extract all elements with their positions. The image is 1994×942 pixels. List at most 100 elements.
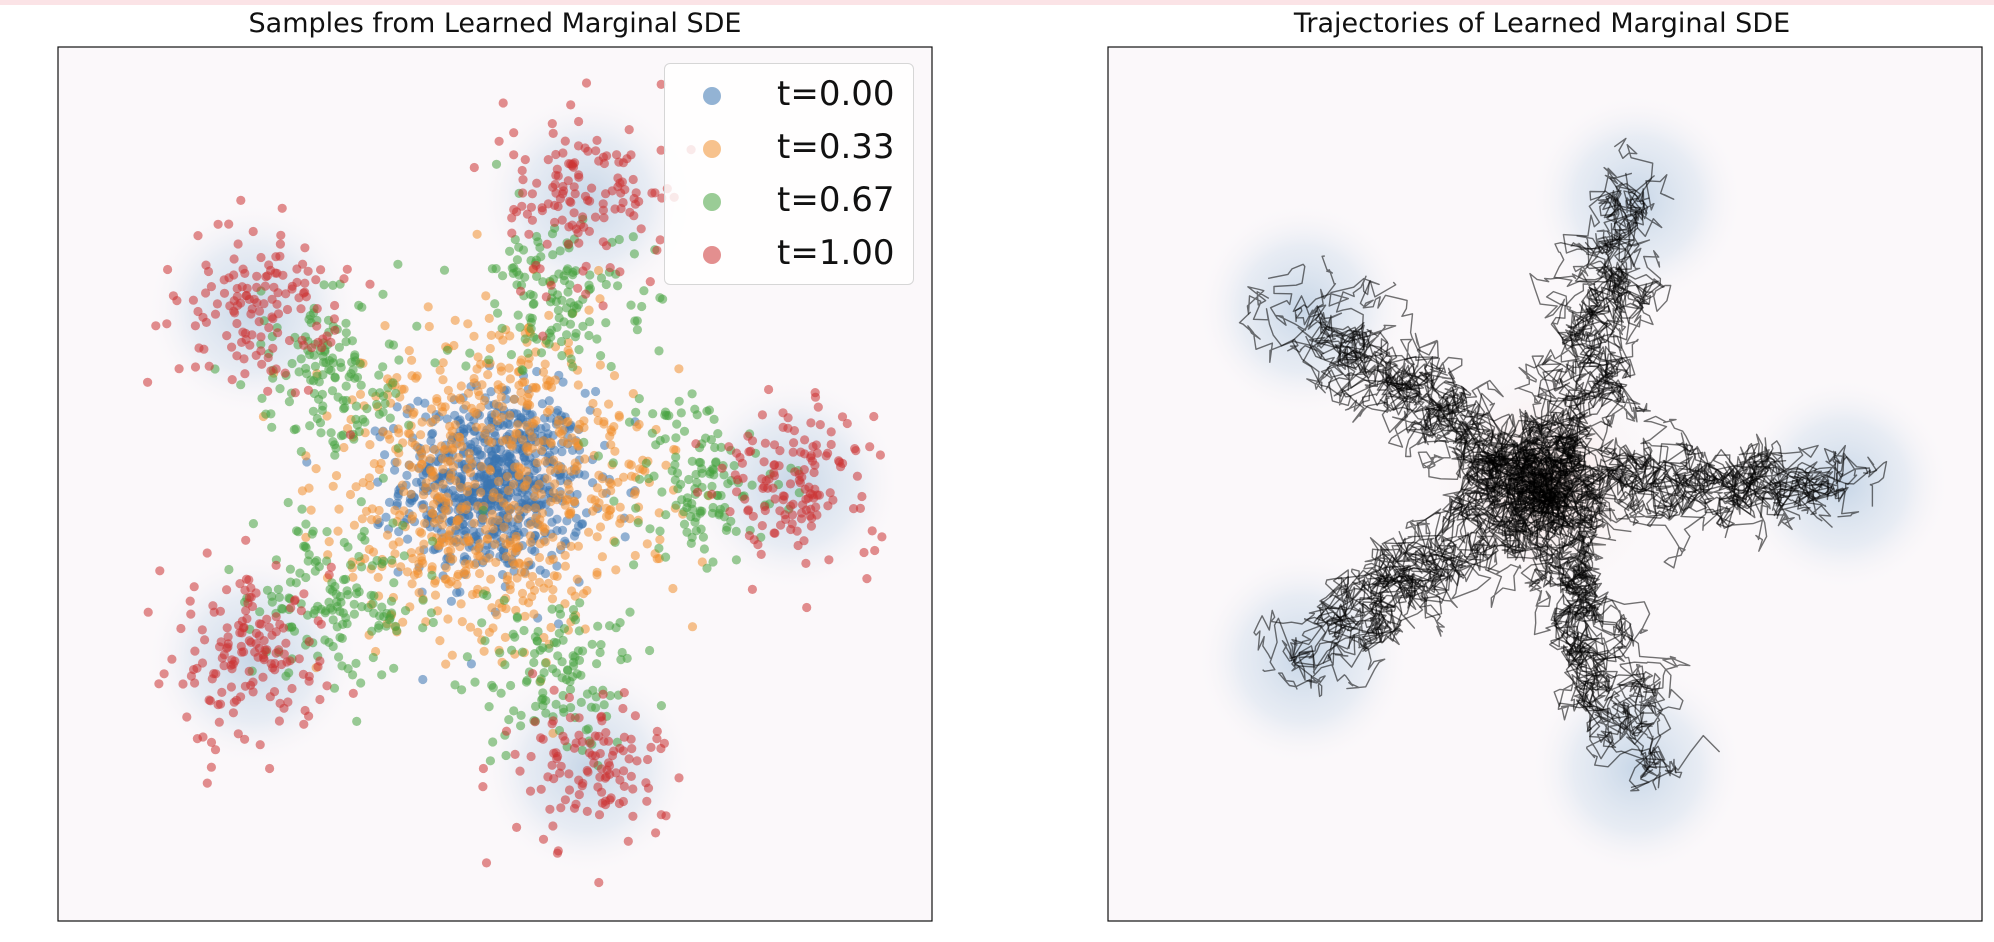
scatter-point xyxy=(463,388,474,398)
scatter-point xyxy=(656,743,666,754)
scatter-point xyxy=(182,712,192,722)
scatter-point xyxy=(823,501,833,511)
scatter-point xyxy=(209,669,219,679)
scatter-point xyxy=(857,491,867,502)
scatter-point xyxy=(513,310,523,320)
scatter-point xyxy=(560,795,571,805)
scatter-point xyxy=(710,442,720,453)
scatter-point xyxy=(167,654,177,664)
scatter-point xyxy=(312,304,322,314)
scatter-point xyxy=(574,238,584,248)
scatter-point xyxy=(385,413,395,423)
scatter-point xyxy=(578,266,588,276)
scatter-point xyxy=(693,487,703,497)
scatter-point xyxy=(757,474,767,484)
scatter-point xyxy=(656,145,666,155)
scatter-point xyxy=(574,713,584,723)
scatter-point xyxy=(812,448,823,458)
scatter-point xyxy=(493,380,503,390)
scatter-point xyxy=(287,358,297,369)
scatter-point xyxy=(620,532,630,542)
scatter-point xyxy=(538,436,549,446)
scatter-point xyxy=(487,264,497,274)
scatter-point xyxy=(420,518,430,529)
scatter-point xyxy=(672,419,682,429)
scatter-point xyxy=(596,640,606,650)
scatter-point xyxy=(484,627,494,638)
scatter-point xyxy=(279,703,289,713)
scatter-point xyxy=(549,774,559,784)
scatter-point xyxy=(213,219,223,229)
scatter-point xyxy=(257,393,267,403)
scatter-point xyxy=(671,452,681,462)
scatter-point xyxy=(558,436,569,447)
scatter-point xyxy=(592,135,602,145)
scatter-point xyxy=(783,413,793,423)
legend-entry-t033: t=0.33 xyxy=(665,123,913,175)
scatter-point xyxy=(564,769,574,779)
left-chart-title: Samples from Learned Marginal SDE xyxy=(248,8,742,39)
scatter-point xyxy=(386,596,397,606)
scatter-point xyxy=(400,606,411,616)
scatter-point xyxy=(377,559,387,569)
scatter-point xyxy=(550,375,560,385)
scatter-point xyxy=(661,510,671,520)
scatter-point xyxy=(413,396,423,406)
scatter-point xyxy=(337,633,347,644)
scatter-point xyxy=(532,178,542,188)
scatter-point xyxy=(392,498,402,508)
scatter-point xyxy=(507,228,517,238)
scatter-point xyxy=(517,201,527,211)
scatter-point xyxy=(499,522,509,532)
scatter-point xyxy=(516,710,526,721)
scatter-point xyxy=(427,472,437,482)
scatter-point xyxy=(306,505,316,515)
scatter-point xyxy=(491,557,501,568)
scatter-point xyxy=(559,186,569,196)
right-mode-blob-4 xyxy=(1531,663,1742,874)
scatter-point xyxy=(674,396,684,406)
scatter-point xyxy=(365,279,375,289)
scatter-point xyxy=(224,564,234,575)
scatter-point xyxy=(294,654,304,664)
scatter-point xyxy=(513,514,523,524)
scatter-point xyxy=(813,402,823,412)
scatter-point xyxy=(517,165,527,176)
scatter-point xyxy=(312,321,322,331)
scatter-point xyxy=(281,638,291,648)
scatter-point xyxy=(562,665,573,675)
scatter-point xyxy=(509,706,519,716)
scatter-point xyxy=(201,288,211,298)
scatter-point xyxy=(346,369,356,379)
scatter-point xyxy=(511,822,522,833)
scatter-point xyxy=(559,624,570,634)
trajectory-line xyxy=(1238,311,1574,538)
legend-marker-t0 xyxy=(703,87,721,105)
scatter-point xyxy=(227,375,237,385)
scatter-point xyxy=(535,539,545,549)
trajectory-line xyxy=(1486,191,1663,501)
scatter-point xyxy=(270,658,280,669)
scatter-point xyxy=(544,396,554,406)
scatter-point xyxy=(639,286,649,296)
scatter-point xyxy=(569,182,579,192)
scatter-point xyxy=(341,381,351,391)
scatter-point xyxy=(402,567,413,577)
trajectory-line xyxy=(1534,464,1657,779)
scatter-point xyxy=(271,612,281,622)
scatter-point xyxy=(295,568,305,578)
scatter-point xyxy=(337,661,347,671)
scatter-point xyxy=(469,162,479,173)
scatter-point xyxy=(525,580,535,590)
scatter-point xyxy=(186,609,196,619)
scatter-point xyxy=(328,358,338,368)
scatter-point xyxy=(214,717,224,727)
scatter-point xyxy=(707,481,717,491)
scatter-point xyxy=(697,506,707,516)
trajectory-line xyxy=(1307,304,1543,532)
scatter-point xyxy=(523,557,534,567)
scatter-point xyxy=(564,509,574,520)
scatter-point xyxy=(451,521,461,531)
scatter-point xyxy=(617,177,628,187)
